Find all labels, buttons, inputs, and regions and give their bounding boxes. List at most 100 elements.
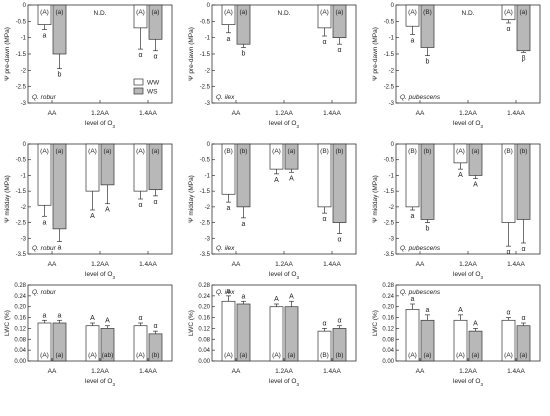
y-axis-title: LWC (%): [188, 310, 195, 336]
y-tick-label: -2.5: [200, 85, 211, 91]
y-tick-label: 0: [391, 142, 395, 148]
y-tick-label: -0.5: [16, 158, 27, 164]
x-axis-title: level of O3: [453, 378, 483, 387]
x-tick-label: AA: [416, 261, 425, 268]
significance-label: a: [411, 37, 415, 44]
x-tick-label: 1.4AA: [507, 261, 525, 268]
bar: [37, 143, 52, 206]
significance-label: α: [337, 318, 341, 325]
group-label: (a): [520, 352, 528, 359]
significance-label: b: [58, 72, 62, 79]
x-tick-label: 1.2AA: [459, 368, 477, 375]
y-tick-label: 0.16: [382, 316, 394, 322]
group-label: (B): [408, 148, 417, 155]
x-tick-label: 1.2AA: [91, 110, 109, 117]
y-tick-label: -2.5: [384, 85, 395, 91]
significance-label: A: [274, 296, 279, 303]
group-label: (b): [240, 148, 248, 155]
x-axis-title-subscript: 3: [112, 275, 115, 280]
significance-label: α: [506, 26, 510, 33]
significance-label: a: [242, 293, 246, 300]
significance-label: A: [473, 182, 478, 189]
y-tick-label: -2: [205, 68, 211, 74]
significance-label: a: [58, 244, 62, 251]
species-label: Q. ilex: [216, 245, 235, 252]
y-tick-label: -3: [21, 101, 27, 107]
y-axis-title: LWC (%): [372, 310, 379, 336]
y-tick-label: 0.04: [198, 348, 210, 354]
y-tick-label: 0: [391, 3, 395, 9]
bar: [221, 143, 236, 195]
group-label: (a): [520, 9, 528, 16]
x-tick-label: 1.2AA: [459, 261, 477, 268]
group-label: (B): [504, 148, 513, 155]
y-tick-label: 0.00: [198, 359, 210, 365]
y-tick-label: 0.20: [14, 305, 26, 311]
chart-panel-4: 0-0.5-1-1.5-2-2.5-3-3.5Ψ midday (MPa)AA 1…: [4, 142, 173, 280]
group-label: (a): [336, 9, 344, 16]
significance-label: a: [411, 296, 415, 303]
x-tick-label: 1.4AA: [323, 368, 341, 375]
significance-label: α: [322, 216, 326, 223]
x-axis-title: level of O3: [269, 378, 299, 387]
chart-panel-2: 0 -0.5 -1 -1.5 -2 -2.5 -3 Ψ pre-dawn (MPa) AA 1.2…: [188, 3, 357, 129]
not-determined-label: N.D.: [462, 10, 475, 17]
significance-label: α: [337, 237, 341, 244]
chart-panel-6: 0-0.5-1-1.5-2-2.5-3-3.5Ψ midday (MPa)AA 1…: [372, 142, 541, 280]
x-tick-label: AA: [232, 368, 241, 375]
x-axis-title-subscript: 3: [296, 382, 299, 387]
significance-label: A: [458, 172, 463, 179]
group-label: (A): [224, 9, 233, 16]
legend-swatch-ww: [133, 78, 144, 86]
significance-label: α: [153, 199, 157, 206]
y-tick-label: -1: [21, 173, 27, 179]
group-label: (a): [240, 352, 248, 359]
group-label: (B): [224, 148, 233, 155]
y-tick-label: -3: [389, 236, 395, 242]
significance-label: A: [289, 175, 294, 182]
group-label: (a): [152, 9, 160, 16]
chart-panel-8: 0.00 0.04 0.08 0.12 0.16 0.20 0.24 0.28 LWC (%) A…: [188, 283, 357, 387]
x-axis-title: level of O3: [453, 271, 483, 280]
x-axis-title: level of O3: [453, 120, 483, 129]
y-tick-label: 0.08: [382, 337, 394, 343]
x-axis-title: level of O3: [85, 120, 115, 129]
legend-label-ws: WS: [147, 89, 158, 96]
bar: [501, 143, 516, 223]
group-label: (a): [288, 148, 296, 155]
significance-label: b: [242, 50, 246, 57]
x-axis-title-subscript: 3: [296, 275, 299, 280]
y-tick-label: -2.5: [384, 221, 395, 227]
x-axis-title-subscript: 3: [480, 275, 483, 280]
y-tick-label: 0.12: [382, 326, 394, 332]
significance-label: a: [242, 221, 246, 228]
legend-label-ww: WW: [147, 80, 160, 87]
x-tick-label: AA: [48, 368, 57, 375]
significance-label: a: [227, 205, 231, 212]
y-tick-label: -3.5: [384, 252, 395, 258]
x-tick-label: 1.2AA: [275, 368, 293, 375]
y-tick-label: 0.04: [382, 348, 394, 354]
significance-label: A: [90, 213, 95, 220]
species-label: Q. pubescens: [400, 289, 441, 296]
species-label: Q. robur: [32, 289, 57, 296]
y-tick-label: -3: [389, 101, 395, 107]
significance-label: a: [43, 312, 47, 319]
bar: [516, 143, 531, 220]
species-label: Q. robur: [32, 245, 57, 252]
group-label: (B): [320, 148, 329, 155]
group-label: (A): [40, 352, 49, 359]
y-tick-label: -2.5: [16, 85, 27, 91]
y-tick-label: -3: [205, 101, 211, 107]
significance-label: α: [153, 54, 157, 61]
y-tick-label: -1.5: [16, 189, 27, 195]
y-tick-label: 0.00: [382, 359, 394, 365]
group-label: (A): [136, 352, 145, 359]
group-label: (A): [456, 148, 465, 155]
y-tick-label: 0: [23, 142, 27, 148]
group-label: (A): [408, 352, 417, 359]
x-tick-label: AA: [232, 261, 241, 268]
group-label: (a): [240, 9, 248, 16]
group-label: (A): [88, 148, 97, 155]
species-label: Q. ilex: [216, 289, 235, 296]
